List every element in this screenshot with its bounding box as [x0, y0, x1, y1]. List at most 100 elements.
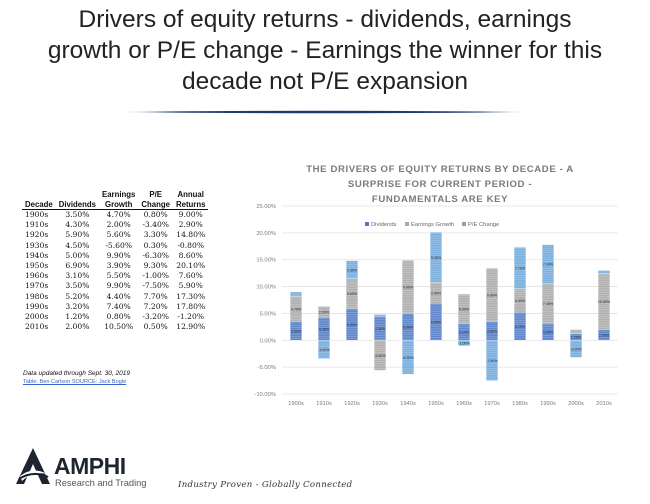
y-tick-label: 0.00%	[260, 338, 276, 344]
table-cell: 0.50%	[143, 322, 168, 332]
table-cell: 5.60%	[106, 230, 131, 240]
table-cell: 2010s	[25, 322, 49, 332]
legend-label: P/E Change	[468, 222, 499, 228]
table-cell: 1970s	[25, 281, 49, 291]
y-tick-label: 5.00%	[260, 311, 276, 317]
table-cell: 5.90%	[178, 281, 203, 291]
data-label: 3.90%	[431, 291, 442, 295]
x-tick-label: 1980s	[512, 401, 528, 407]
legend-swatch	[405, 222, 409, 226]
data-label: 10.50%	[598, 300, 611, 304]
table-cell: -3.40%	[142, 220, 170, 230]
table-cell: 10.50%	[104, 322, 134, 332]
data-label: 5.90%	[347, 323, 358, 327]
table-cell: 5.90%	[65, 230, 90, 240]
table-cell: 1940s	[25, 250, 49, 260]
legend-label: Earnings Growth	[411, 222, 454, 228]
table-header-text: Decade	[25, 199, 53, 209]
table-header-cell: Annual Returns	[172, 190, 209, 210]
bar-segment	[317, 340, 331, 359]
table-row: 2010s 2.00% 10.50% 0.50% 12.90%	[22, 322, 208, 332]
x-tick-label: 1990s	[540, 401, 556, 407]
x-tick-label: 1930s	[372, 401, 388, 407]
data-label: 3.20%	[543, 330, 554, 334]
chart-title-line-1: THE DRIVERS OF EQUITY RETURNS BY DECADE …	[306, 164, 574, 175]
table-cell: 1990s	[25, 301, 49, 311]
data-label: 1.20%	[571, 336, 582, 340]
chart-title: THE DRIVERS OF EQUITY RETURNS BY DECADE …	[290, 162, 590, 207]
table-cell: 0.30%	[143, 240, 168, 250]
table-cell: 17.80%	[176, 301, 206, 311]
data-label: -7.50%	[486, 359, 498, 363]
table-header-row: Decade Dividends Earnings Growth P/E Change An…	[22, 190, 209, 210]
slide-title: Drivers of equity returns - dividends, e…	[10, 4, 640, 97]
table-header-text: P/E	[149, 190, 162, 199]
data-label: 3.30%	[347, 268, 358, 272]
table-cell: 1900s	[25, 210, 49, 219]
data-label: 5.00%	[403, 325, 414, 329]
chart-title-line-2: SURPRISE FOR CURRENT PERIOD -	[347, 179, 533, 190]
table-source-link[interactable]: Table: Ben Carlson SOURCE: Jack Bogle	[23, 379, 127, 385]
data-label: 9.30%	[431, 256, 442, 260]
table-header-text: Annual	[177, 190, 204, 199]
amphi-logo-icon	[16, 448, 50, 484]
data-label: 4.40%	[515, 299, 526, 303]
legend-swatch	[462, 222, 466, 226]
table-cell: -1.00%	[142, 271, 170, 281]
table-cell: 14.80%	[176, 230, 206, 240]
table-cell: 1980s	[25, 291, 49, 301]
table-row: 2000s 1.20% 0.80% -3.20% -1.20%	[22, 312, 208, 322]
title-underline	[120, 110, 530, 114]
bar-segment	[541, 244, 555, 284]
y-tick-label: 20.00%	[256, 231, 276, 237]
table-cell: 3.20%	[65, 301, 90, 311]
data-label: 3.50%	[291, 329, 302, 333]
table-cell: 4.40%	[106, 291, 131, 301]
table-header-text: Growth	[105, 199, 133, 209]
chart-title-line-3: FUNDAMENTALS ARE KEY	[371, 194, 509, 205]
table-cell: 2.00%	[106, 220, 131, 230]
x-tick-label: 1920s	[344, 401, 360, 407]
table-cell: -6.30%	[142, 250, 170, 260]
bar-segment	[317, 306, 331, 318]
table-cell: -3.20%	[142, 312, 170, 322]
table-row: 1940s 5.00% 9.90% -6.30% 8.60%	[22, 251, 208, 261]
table-cell: 1960s	[25, 271, 49, 281]
table-header-text: Earnings	[102, 190, 136, 199]
data-label: 7.20%	[543, 263, 554, 267]
y-tick-label: 15.00%	[256, 258, 276, 264]
data-label: 5.50%	[459, 307, 470, 311]
data-label: 5.20%	[515, 325, 526, 329]
table-cell: 20.10%	[176, 261, 206, 271]
table-cell: 9.90%	[106, 281, 131, 291]
table-row: 1900s 3.50% 4.70% 0.80% 9.00%	[22, 210, 208, 221]
table-cell: 5.50%	[106, 271, 131, 281]
x-tick-label: 1900s	[288, 401, 304, 407]
table-cell: 5.00%	[65, 250, 90, 260]
table-row: 1990s 3.20% 7.40% 7.20% 17.80%	[22, 302, 208, 312]
table-cell: 0.80%	[143, 210, 168, 219]
table-cell: 1.20%	[65, 312, 90, 322]
data-label: -6.30%	[402, 356, 414, 360]
bar-segment	[485, 268, 499, 322]
table-cell: 9.00%	[178, 210, 203, 219]
table-header-cell: P/E Change	[138, 190, 173, 210]
slide-title-line-3: decade not P/E expansion	[181, 68, 469, 95]
table-cell: 3.50%	[65, 281, 90, 291]
y-tick-label: -10.00%	[254, 392, 276, 398]
slide-title-line-2: growth or P/E change - Earnings the winn…	[47, 37, 603, 64]
table-cell: 5.20%	[65, 291, 90, 301]
table-cell: 1950s	[25, 261, 49, 271]
bar-segment	[569, 340, 583, 358]
table-row: 1930s 4.50% -5.60% 0.30% -0.80%	[22, 241, 208, 251]
table-cell: -1.20%	[177, 312, 205, 322]
table-cell: 0.80%	[106, 312, 131, 322]
table-cell: -5.60%	[105, 240, 133, 250]
table-cell: 1930s	[25, 240, 49, 250]
x-tick-label: 1970s	[484, 401, 500, 407]
data-label: 9.90%	[403, 285, 414, 289]
table-cell: 17.30%	[176, 291, 206, 301]
x-tick-label: 1950s	[428, 401, 444, 407]
drivers-chart: -10.00% -5.00% 0.00% 5.00% 10.00% 15.00% 20.00…	[254, 204, 618, 407]
data-label: 7.40%	[543, 302, 554, 306]
